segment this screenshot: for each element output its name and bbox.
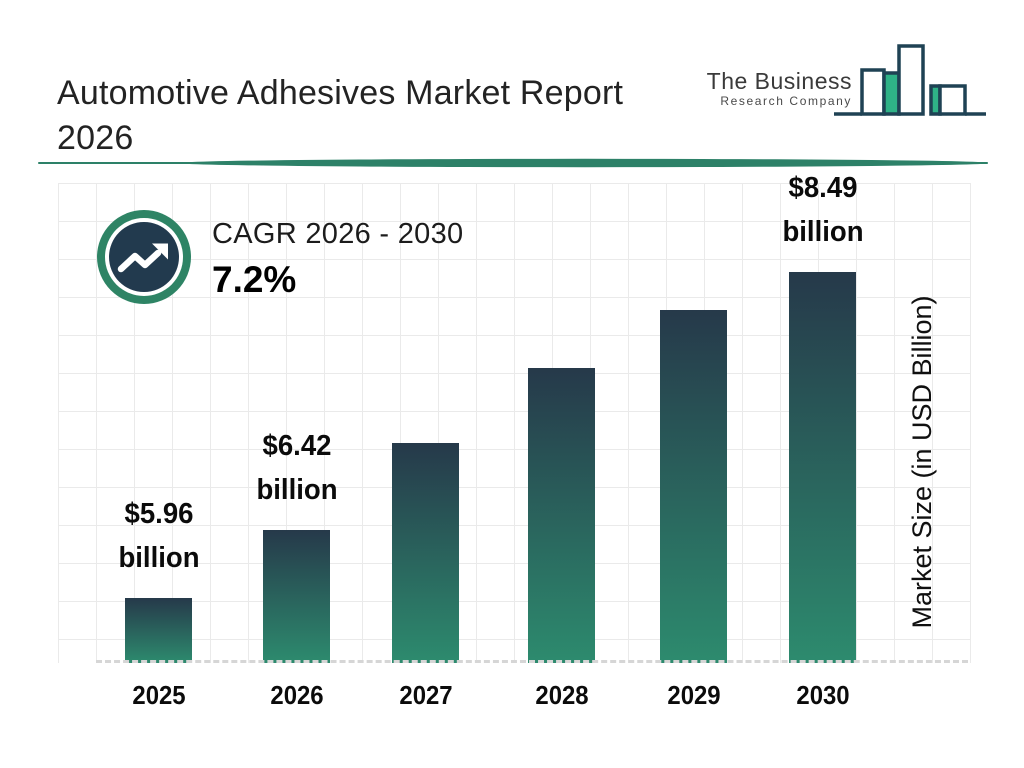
x-axis-tick-2028: 2028 — [534, 680, 589, 710]
bar-value-label-2025: $5.96 billion — [117, 498, 200, 574]
bar-2025 — [125, 598, 192, 663]
header-divider — [38, 157, 988, 169]
bar-2026 — [263, 530, 330, 663]
trending-up-icon — [97, 210, 191, 304]
bar-2029 — [660, 310, 727, 663]
x-axis-tick-2029: 2029 — [666, 680, 721, 710]
cagr-value: 7.2% — [212, 259, 297, 300]
y-axis-label: Market Size (in USD Billion) — [907, 295, 937, 629]
cagr-period-label: CAGR 2026 - 2030 — [212, 218, 464, 250]
page-title: Automotive Adhesives Market Report 2026 — [57, 71, 717, 161]
x-axis-tick-2027: 2027 — [398, 680, 453, 710]
divider-lens-shape — [180, 158, 988, 168]
page-title-line1: Automotive Adhesives Market Report — [57, 73, 624, 112]
bar-chart-logo-icon — [834, 44, 986, 116]
company-logo-text: The Business Research Company — [692, 68, 852, 108]
company-logo: The Business Research Company — [707, 36, 1000, 124]
bar-2027 — [392, 443, 459, 663]
x-axis-tick-2026: 2026 — [269, 680, 324, 710]
page-title-line2: 2026 — [57, 118, 134, 157]
company-subname: Research Company — [720, 94, 852, 108]
x-axis-tick-2030: 2030 — [795, 680, 850, 710]
company-name: The Business — [706, 68, 852, 94]
bar-value-label-2030: $8.49 billion — [781, 172, 864, 248]
bar-2028 — [528, 368, 595, 663]
x-axis-tick-2025: 2025 — [131, 680, 186, 710]
bar-2030 — [789, 272, 856, 663]
bar-value-label-2026: $6.42 billion — [255, 430, 338, 506]
x-axis-baseline — [96, 660, 968, 663]
